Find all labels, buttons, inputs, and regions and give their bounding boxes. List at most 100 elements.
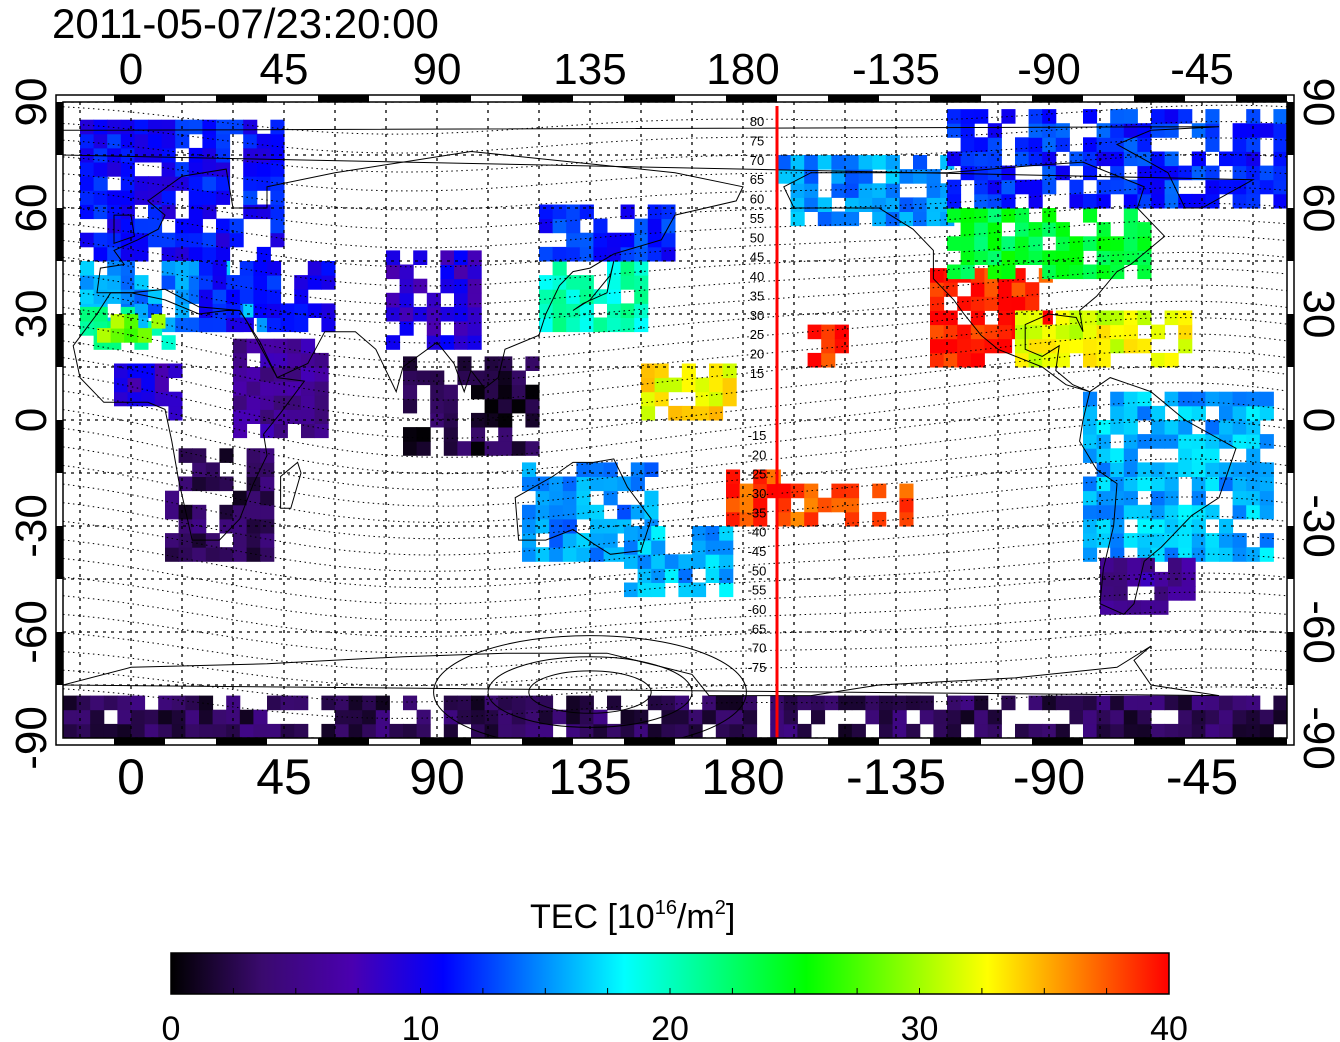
tec-cell [777,169,792,184]
tec-cell [522,504,537,520]
tec-cell [199,723,214,738]
tec-cell [93,119,108,135]
tec-cell [603,476,618,492]
tec-cell [110,328,125,343]
tec-cell [930,296,945,311]
tec-cell [858,183,873,198]
tec-cell [1123,193,1138,209]
tec-cell [199,261,214,276]
tec-cell [539,204,554,220]
tec-cell [270,204,285,220]
tec-cell [1083,723,1098,738]
tec-cell [114,377,129,393]
tec-cell [1127,600,1142,615]
tec-cell [416,441,431,456]
tec-cell [253,289,268,304]
tec-cell [148,232,163,248]
tec-cell [1232,193,1247,209]
tec-cell [1123,405,1138,421]
tec-cell [171,723,186,738]
tec-cell [443,427,458,442]
tec-cell [1259,391,1274,407]
tec-cell [131,709,146,725]
tec-cell [790,211,805,227]
tec-cell [1069,250,1084,265]
tec-cell [1178,533,1193,548]
tec-cell [1259,462,1274,477]
tec-cell [498,384,513,400]
tec-cell [267,261,282,276]
tec-cell [634,261,649,276]
tec-cell [885,169,900,184]
colorbar-label: TEC [1016/m2] [530,897,735,936]
tec-cell [256,204,271,220]
tec-cell [899,197,914,212]
tec-cell [63,695,78,711]
tec-cell [566,204,581,220]
tec-cell [974,709,989,725]
tec-cell [1246,179,1261,195]
tec-cell [1028,109,1043,124]
tec-cell [246,533,261,548]
tec-cell [107,190,122,205]
tec-cell [753,469,768,485]
tec-cell [525,723,540,738]
tec-cell [386,250,401,265]
tec-cell [137,328,152,343]
tec-cell [1191,405,1206,421]
tec-cell [93,306,108,322]
contour-label: 80 [750,114,764,129]
tec-cell [960,695,975,711]
tec-cell [726,497,741,513]
tec-cell [440,250,455,265]
tec-cell [161,119,176,135]
tec-cell [678,582,693,598]
tec-cell [80,289,95,304]
tec-cell [1137,476,1152,492]
tec-cell [93,246,108,262]
tec-cell [1042,179,1057,195]
top-lon-label: -135 [852,45,940,94]
tec-cell [467,321,482,336]
tec-cell [199,275,214,290]
tec-cell [471,370,486,386]
tec-cell [1123,695,1138,711]
tec-cell [498,356,513,371]
tec-cell [471,723,486,738]
tec-cell [246,448,261,463]
tec-cell [253,723,268,738]
tec-cell [644,490,659,506]
tec-cell [348,695,363,711]
tec-cell [637,568,652,583]
tec-cell [688,709,703,725]
tec-cell [454,335,469,350]
tec-cell [1273,109,1287,124]
tec-cell [539,709,554,725]
tec-cell [783,709,798,725]
tec-cell [1137,434,1152,449]
tec-cell [593,218,608,234]
tec-cell [148,289,163,304]
tec-cell [1096,476,1111,492]
tec-cell [471,412,486,428]
tec-cell [1083,405,1098,421]
tec-cell [239,275,254,290]
tec-cell [90,709,105,725]
tec-cell [1001,208,1016,223]
tec-cell [1042,165,1057,181]
tec-cell [960,151,975,167]
tec-cell [426,292,441,308]
tec-cell [579,232,594,248]
tec-cell [987,709,1002,725]
tec-cell [1042,250,1057,265]
tec-cell [974,250,989,265]
tec-cell [1164,504,1179,520]
tec-cell [1164,476,1179,492]
tec-cell [1191,695,1206,711]
right-lat-label: -60 [1294,600,1340,664]
tec-cell [148,119,163,135]
tec-cell [246,504,261,520]
frame-bands [56,95,1294,745]
tec-cell [624,526,639,541]
tec-cell [562,547,577,562]
